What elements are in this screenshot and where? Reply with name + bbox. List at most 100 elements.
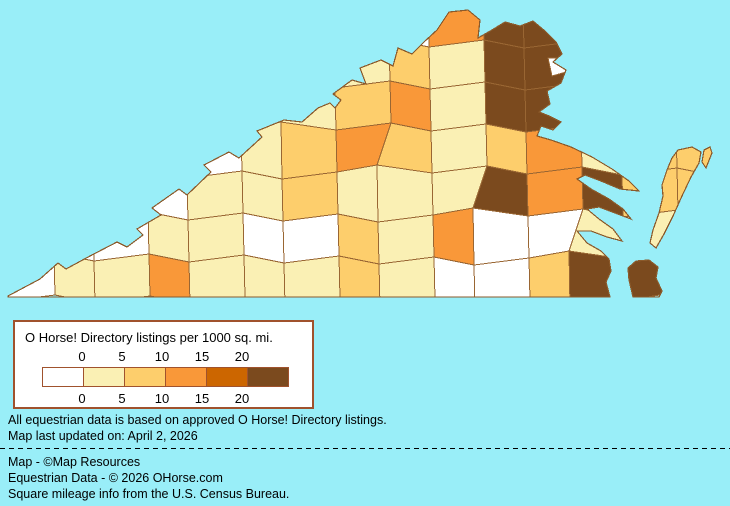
county-cell [8, 84, 52, 135]
legend-swatch [248, 368, 288, 386]
county-cell [281, 171, 339, 222]
county-cell [427, 10, 485, 48]
legend-tick: 20 [234, 391, 250, 406]
county-cell [618, 41, 676, 92]
county-cell [146, 169, 189, 221]
county-cell [50, 126, 93, 178]
legend-title: O Horse! Directory listings per 1000 sq.… [25, 330, 273, 345]
legend-tick: 15 [194, 391, 210, 406]
county-cell [8, 42, 51, 93]
county-cell [622, 209, 680, 260]
county-cell [237, 10, 295, 46]
county-cell [8, 126, 53, 177]
dashed-divider [0, 448, 730, 449]
county-cell [387, 10, 430, 48]
county-cell [377, 214, 435, 265]
county-cell [144, 78, 187, 137]
county-cell [528, 250, 571, 297]
county-cell [336, 164, 379, 223]
legend-swatch [43, 368, 84, 386]
county-cell [526, 166, 584, 217]
county-cell [332, 10, 390, 47]
county-cell [88, 10, 145, 45]
data-credit: Equestrian Data - © 2026 OHorse.com [8, 471, 223, 485]
county-cell [485, 123, 528, 175]
county-cell [48, 35, 91, 94]
county-cell [428, 39, 486, 90]
legend-color-bar [42, 367, 289, 387]
county-cell [472, 207, 530, 266]
county-cell [376, 164, 434, 223]
county-cell [432, 207, 475, 266]
legend-swatch [207, 368, 248, 386]
last-updated-note: Map last updated on: April 2, 2026 [8, 429, 198, 443]
county-cell [617, 10, 675, 50]
eastern-shore-outline [649, 146, 702, 249]
county-cell [672, 10, 712, 51]
legend-tick: 10 [154, 349, 170, 364]
county-cell [484, 81, 527, 133]
county-cell [89, 85, 147, 136]
county-cell [8, 210, 55, 261]
legend-swatch [125, 368, 166, 386]
county-cell [577, 10, 620, 50]
county-cell [280, 121, 338, 180]
legend-swatch [166, 368, 207, 386]
county-cell [49, 84, 92, 136]
county-cell [619, 83, 677, 134]
county-cell [389, 80, 432, 132]
county-cell [197, 10, 240, 46]
county-cell [242, 212, 285, 264]
legend-tick: 0 [78, 349, 86, 364]
county-cell [184, 78, 242, 137]
county-cell [433, 256, 476, 297]
county-cell [338, 255, 381, 297]
county-cell [568, 250, 626, 297]
county-cell [677, 209, 712, 261]
state-outline [7, 9, 713, 298]
county-cell [187, 212, 245, 263]
county-cell [578, 40, 621, 92]
legend-tick: 10 [154, 391, 170, 406]
county-cell [91, 169, 149, 220]
legend-tick: 0 [78, 391, 86, 406]
virginia-beach-outline [627, 259, 663, 298]
county-cell [293, 37, 336, 89]
county-cell [8, 168, 54, 219]
legend-tick: 20 [234, 349, 250, 364]
county-cell [579, 82, 622, 134]
county-cell [664, 251, 712, 297]
county-cell [522, 10, 580, 49]
county-cell [525, 124, 583, 175]
county-cell [473, 257, 531, 297]
county-cell [52, 210, 95, 262]
county-cell [90, 127, 148, 178]
legend-tick: 5 [118, 391, 126, 406]
mainland-outline [7, 9, 641, 298]
county-cell [674, 83, 712, 135]
county-cell [148, 253, 191, 297]
county-cell [47, 10, 104, 44]
county-cell [621, 167, 679, 218]
mileage-credit: Square mileage info from the U.S. Census… [8, 487, 290, 501]
data-source-note: All equestrian data is based on approved… [8, 413, 387, 427]
county-cell [243, 254, 286, 297]
county-cell [186, 170, 244, 221]
island-outline [701, 146, 713, 170]
county-cell [283, 255, 341, 297]
county-cell [142, 10, 200, 45]
county-cell [53, 252, 96, 297]
county-cell [8, 10, 50, 51]
county-cell [185, 128, 243, 179]
county-cell [184, 36, 241, 88]
county-cell [188, 254, 246, 297]
county-cell [333, 38, 391, 89]
county-cell [143, 36, 200, 87]
county-cell [388, 38, 431, 90]
county-cells-layer [8, 10, 712, 297]
county-cell [282, 213, 340, 264]
county-cell [524, 82, 582, 133]
map-credit: Map - ©Map Resources [8, 455, 141, 469]
